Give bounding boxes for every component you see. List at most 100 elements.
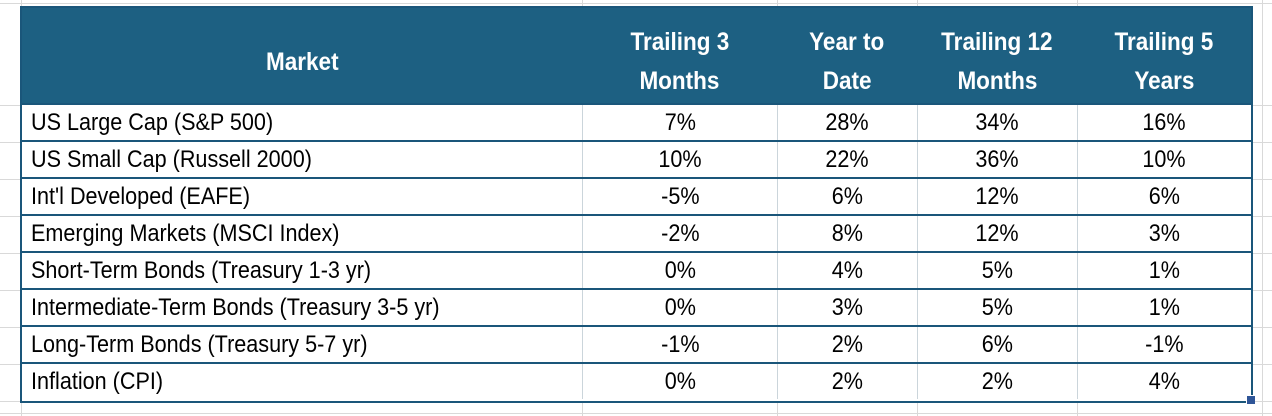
cell-market-name[interactable]: Intermediate-Term Bonds (Treasury 3-5 yr…: [22, 290, 582, 325]
cell-value[interactable]: 4%: [777, 253, 917, 288]
cell-value[interactable]: 22%: [777, 142, 917, 177]
table-row: Int'l Developed (EAFE) -5% 6% 12% 6%: [22, 177, 1251, 214]
cell-value[interactable]: 7%: [582, 105, 777, 140]
cell-value[interactable]: 2%: [777, 327, 917, 362]
market-name: US Large Cap (S&P 500): [31, 108, 274, 136]
cell-market-name[interactable]: Short-Term Bonds (Treasury 1-3 yr): [22, 253, 582, 288]
cell-value[interactable]: 34%: [917, 105, 1077, 140]
gridline: [0, 142, 20, 143]
gridline: [917, 403, 918, 416]
value: 7%: [664, 108, 696, 136]
value: 12%: [975, 182, 1020, 210]
value: -1%: [1145, 330, 1184, 358]
cell-value[interactable]: -5%: [582, 179, 777, 214]
gridline: [0, 253, 20, 254]
gridline: [0, 216, 20, 217]
value: 2%: [831, 330, 864, 358]
value: 1%: [1148, 256, 1181, 284]
gridline: [1077, 0, 1078, 6]
cell-value[interactable]: 6%: [1077, 179, 1251, 214]
cell-value[interactable]: 4%: [1077, 364, 1251, 399]
table-header-row: Market Trailing 3 Months Year to Date Tr…: [22, 8, 1251, 103]
value: 8%: [831, 219, 864, 247]
value: 0%: [664, 293, 696, 321]
cell-value[interactable]: 6%: [777, 179, 917, 214]
cell-market-name[interactable]: US Large Cap (S&P 500): [22, 105, 582, 140]
gridline: [1253, 327, 1272, 328]
value: 34%: [975, 108, 1020, 136]
value: 10%: [658, 145, 702, 173]
cell-value[interactable]: 2%: [917, 364, 1077, 399]
value: 6%: [831, 182, 864, 210]
cell-market-name[interactable]: Emerging Markets (MSCI Index): [22, 216, 582, 251]
gridline: [0, 364, 20, 365]
gridline: [21, 403, 22, 416]
table-row: Long-Term Bonds (Treasury 5-7 yr) -1% 2%…: [22, 325, 1251, 362]
cell-market-name[interactable]: US Small Cap (Russell 2000): [22, 142, 582, 177]
market-name: Emerging Markets (MSCI Index): [31, 219, 340, 247]
cell-market-name[interactable]: Int'l Developed (EAFE): [22, 179, 582, 214]
header-cell-trailing-12-months[interactable]: Trailing 12 Months: [917, 8, 1077, 103]
cell-value[interactable]: 12%: [917, 179, 1077, 214]
header-label: Trailing 12: [941, 28, 1053, 56]
gridline: [917, 0, 918, 6]
value: 0%: [664, 367, 696, 395]
value: 4%: [831, 256, 864, 284]
header-cell-trailing-3-months[interactable]: Trailing 3 Months: [582, 8, 777, 103]
value: 16%: [1142, 108, 1187, 136]
cell-value[interactable]: 0%: [582, 290, 777, 325]
cell-value[interactable]: 6%: [917, 327, 1077, 362]
selection-fill-handle[interactable]: [1246, 395, 1255, 404]
gridline: [0, 290, 20, 291]
header-label: Market: [265, 47, 339, 76]
cell-value[interactable]: -1%: [1077, 327, 1251, 362]
gridline: [21, 0, 22, 6]
gridline: [1253, 364, 1272, 365]
cell-value[interactable]: 2%: [777, 364, 917, 399]
cell-value[interactable]: 10%: [582, 142, 777, 177]
table-row: US Small Cap (Russell 2000) 10% 22% 36% …: [22, 140, 1251, 177]
cell-value[interactable]: 3%: [1077, 216, 1251, 251]
value: 6%: [981, 330, 1014, 358]
header-label: Years: [1133, 67, 1195, 95]
cell-value[interactable]: 12%: [917, 216, 1077, 251]
cell-value[interactable]: 3%: [777, 290, 917, 325]
table-row: US Large Cap (S&P 500) 7% 28% 34% 16%: [22, 103, 1251, 140]
header-cell-year-to-date[interactable]: Year to Date: [777, 8, 917, 103]
cell-value[interactable]: -2%: [582, 216, 777, 251]
cell-value[interactable]: 36%: [917, 142, 1077, 177]
table-row: Emerging Markets (MSCI Index) -2% 8% 12%…: [22, 214, 1251, 251]
cell-value[interactable]: 5%: [917, 290, 1077, 325]
header-cell-market[interactable]: Market: [22, 8, 582, 103]
header-label: Months: [957, 67, 1037, 95]
gridline: [1253, 253, 1272, 254]
gridline: [0, 327, 20, 328]
value: -2%: [660, 219, 700, 247]
gridline: [0, 401, 20, 402]
cell-market-name[interactable]: Long-Term Bonds (Treasury 5-7 yr): [22, 327, 582, 362]
market-name: Long-Term Bonds (Treasury 5-7 yr): [31, 330, 368, 358]
value: 10%: [1142, 145, 1187, 173]
header-label: Trailing 3: [630, 28, 729, 56]
market-returns-table: Market Trailing 3 Months Year to Date Tr…: [20, 6, 1253, 403]
cell-value[interactable]: -1%: [582, 327, 777, 362]
value: 2%: [831, 367, 864, 395]
cell-value[interactable]: 1%: [1077, 253, 1251, 288]
cell-value[interactable]: 0%: [582, 364, 777, 399]
header-label: Year to: [809, 28, 885, 56]
table-row: Inflation (CPI) 0% 2% 2% 4%: [22, 362, 1251, 399]
header-cell-trailing-5-years[interactable]: Trailing 5 Years: [1077, 8, 1251, 103]
cell-value[interactable]: 10%: [1077, 142, 1251, 177]
value: 36%: [975, 145, 1020, 173]
cell-value[interactable]: 16%: [1077, 105, 1251, 140]
value: 5%: [981, 256, 1014, 284]
cell-value[interactable]: 1%: [1077, 290, 1251, 325]
cell-value[interactable]: 28%: [777, 105, 917, 140]
gridline: [1253, 142, 1272, 143]
table-row: Short-Term Bonds (Treasury 1-3 yr) 0% 4%…: [22, 251, 1251, 288]
cell-value[interactable]: 5%: [917, 253, 1077, 288]
cell-value[interactable]: 0%: [582, 253, 777, 288]
gridline: [1262, 0, 1263, 416]
cell-value[interactable]: 8%: [777, 216, 917, 251]
cell-market-name[interactable]: Inflation (CPI): [22, 364, 582, 399]
